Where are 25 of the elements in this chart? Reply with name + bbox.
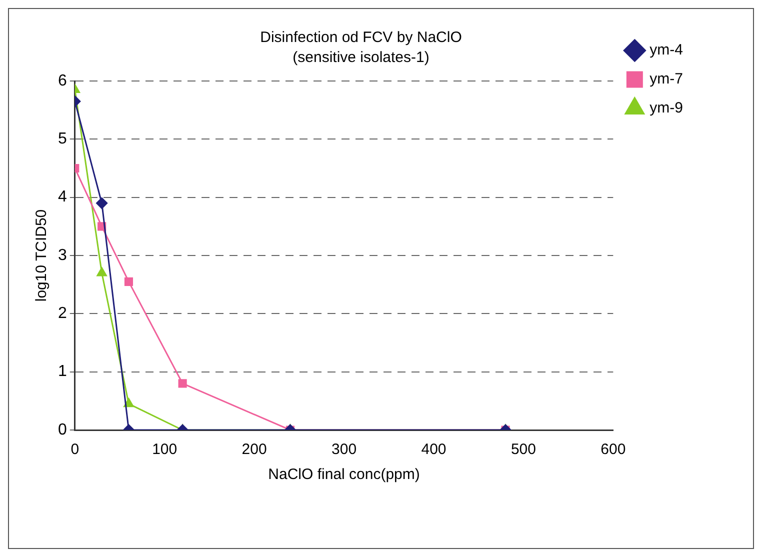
y-tick-label: 3 <box>58 246 67 264</box>
x-tick-label: 0 <box>70 441 80 458</box>
legend-label: ym-7 <box>650 70 684 88</box>
x-tick-label: 200 <box>242 441 267 458</box>
y-tick-label: 4 <box>58 188 67 206</box>
point <box>96 267 107 276</box>
y-tick-label: 5 <box>58 130 67 148</box>
legend-label: ym-9 <box>650 100 684 117</box>
y-tick-label: 0 <box>58 421 67 438</box>
y-tick-label: 2 <box>58 305 67 322</box>
x-tick-label: 300 <box>332 441 357 458</box>
x-tick-label: 500 <box>510 441 536 458</box>
point <box>124 398 134 408</box>
y-axis-title: log10 TCID50 <box>33 209 50 302</box>
x-tick-label: 100 <box>152 441 178 458</box>
y-tick-label: 6 <box>58 72 67 90</box>
legend-label: ym-4 <box>650 42 684 59</box>
x-axis-title: NaClO final conc(ppm) <box>268 466 420 484</box>
point <box>96 197 108 209</box>
point <box>124 277 134 286</box>
chart-subtitle: (sensitive isolates-1) <box>292 49 430 66</box>
x-tick-label: 600 <box>600 441 626 458</box>
x-tick-label: 400 <box>421 441 446 458</box>
chart-title: Disinfection od FCV by NaClO <box>260 29 462 46</box>
y-tick-label: 1 <box>58 363 67 380</box>
